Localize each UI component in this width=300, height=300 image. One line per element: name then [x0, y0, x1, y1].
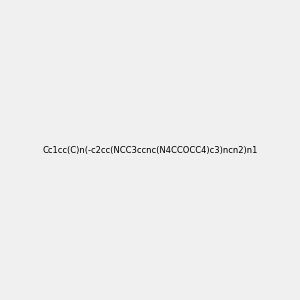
Text: Cc1cc(C)n(-c2cc(NCC3ccnc(N4CCOCC4)c3)ncn2)n1: Cc1cc(C)n(-c2cc(NCC3ccnc(N4CCOCC4)c3)ncn…	[42, 146, 258, 154]
